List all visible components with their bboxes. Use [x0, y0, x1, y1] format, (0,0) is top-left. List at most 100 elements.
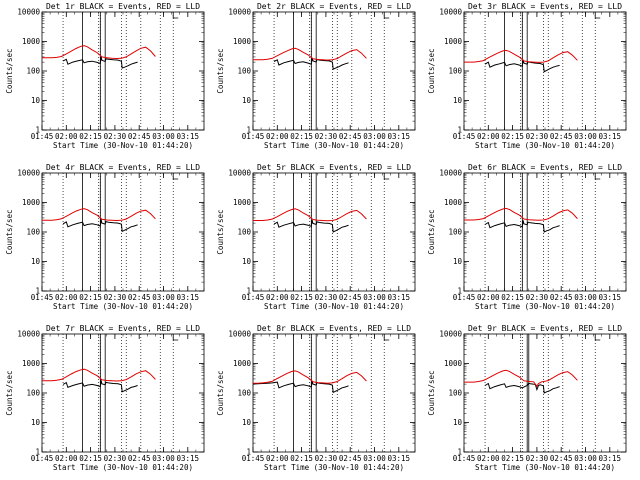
- x-tick-label: 01:45: [453, 132, 476, 141]
- x-tick-label: 01:45: [242, 132, 265, 141]
- y-tick-label: 1: [457, 448, 462, 457]
- x-tick-label: 02:00: [55, 132, 78, 141]
- y-tick-label: 100: [26, 228, 40, 237]
- x-tick-label: 03:15: [388, 454, 411, 463]
- y-axis-label: Counts/sec: [216, 370, 225, 415]
- y-tick-label: 1000: [233, 198, 252, 207]
- bracket-marker: [172, 334, 179, 341]
- y-tick-label: 10: [453, 96, 463, 105]
- panel-3: Det 3r BLACK = Events, RED = LLD 1 10 100 10…: [427, 2, 627, 150]
- y-axis-label: Counts/sec: [216, 48, 225, 93]
- y-tick-label: 10: [242, 418, 252, 427]
- y-axis-label: Counts/sec: [427, 48, 436, 93]
- x-tick-label: 02:15: [79, 454, 102, 463]
- x-tick-label: 02:15: [290, 132, 313, 141]
- series-line-lld: [42, 208, 156, 222]
- series-line-lld: [253, 47, 367, 61]
- y-tick-label: 100: [237, 389, 251, 398]
- series-line-lld: [464, 49, 578, 63]
- panel-title: Det 4r BLACK = Events, RED = LLD: [46, 163, 200, 172]
- x-tick-label: 02:30: [526, 293, 549, 302]
- y-tick-label: 1: [35, 287, 40, 296]
- x-axis-label: Start Time (30-Nov-10 01:44:20): [264, 141, 404, 150]
- x-tick-label: 02:15: [290, 293, 313, 302]
- x-tick-label: 02:15: [501, 132, 524, 141]
- panel-title: Det 2r BLACK = Events, RED = LLD: [257, 2, 411, 11]
- y-tick-label: 1: [457, 126, 462, 135]
- y-tick-label: 10: [242, 96, 252, 105]
- x-tick-label: 03:00: [574, 454, 597, 463]
- y-tick-label: 10: [453, 257, 463, 266]
- x-tick-label: 03:00: [152, 293, 175, 302]
- series-line-lld: [253, 208, 367, 222]
- x-tick-label: 03:15: [177, 132, 200, 141]
- y-tick-label: 10000: [17, 8, 40, 17]
- x-axis-label: Start Time (30-Nov-10 01:44:20): [264, 302, 404, 311]
- x-tick-label: 02:00: [266, 293, 289, 302]
- x-tick-label: 01:45: [31, 454, 54, 463]
- series-line-lld: [42, 45, 156, 60]
- x-tick-label: 02:30: [315, 454, 338, 463]
- panel-title: Det 9r BLACK = Events, RED = LLD: [468, 324, 622, 333]
- y-tick-label: 10: [31, 257, 41, 266]
- x-axis-label: Start Time (30-Nov-10 01:44:20): [475, 302, 615, 311]
- y-tick-label: 1000: [22, 198, 41, 207]
- y-tick-label: 1: [35, 448, 40, 457]
- series-line-lld: [42, 368, 156, 382]
- y-tick-label: 100: [26, 389, 40, 398]
- panel-2: Det 2r BLACK = Events, RED = LLD 1 10 100 10…: [216, 2, 416, 150]
- plot-frame: [41, 172, 205, 292]
- x-tick-label: 03:15: [177, 454, 200, 463]
- y-tick-label: 10000: [439, 330, 462, 339]
- plot-frame: [41, 333, 205, 453]
- panel-1: Det 1r BLACK = Events, RED = LLD 1 10 100 10…: [5, 2, 205, 150]
- panel-8: Det 8r BLACK = Events, RED = LLD 1 10 100 10…: [216, 324, 416, 472]
- x-axis-label: Start Time (30-Nov-10 01:44:20): [53, 141, 193, 150]
- x-axis-label: Start Time (30-Nov-10 01:44:20): [264, 463, 404, 472]
- x-tick-label: 02:45: [550, 132, 573, 141]
- y-tick-label: 1000: [233, 359, 252, 368]
- y-tick-label: 10000: [17, 330, 40, 339]
- series-line-events: [62, 219, 138, 233]
- x-tick-label: 03:00: [363, 454, 386, 463]
- panel-5: Det 5r BLACK = Events, RED = LLD 1 10 100 10…: [216, 163, 416, 311]
- bracket-marker: [383, 334, 390, 341]
- y-tick-label: 1000: [233, 37, 252, 46]
- series-line-events: [62, 380, 138, 393]
- y-tick-label: 10000: [17, 169, 40, 178]
- x-tick-label: 02:45: [550, 454, 573, 463]
- bracket-marker: [594, 173, 601, 180]
- y-tick-label: 10: [242, 257, 252, 266]
- x-tick-label: 03:15: [388, 293, 411, 302]
- x-tick-label: 03:00: [152, 454, 175, 463]
- y-tick-label: 100: [448, 389, 462, 398]
- bracket-marker: [594, 334, 601, 341]
- x-tick-label: 01:45: [242, 454, 265, 463]
- y-axis-label: Counts/sec: [427, 370, 436, 415]
- x-axis-label: Start Time (30-Nov-10 01:44:20): [53, 463, 193, 472]
- x-tick-label: 02:00: [266, 454, 289, 463]
- bracket-marker: [172, 12, 179, 19]
- x-axis-label: Start Time (30-Nov-10 01:44:20): [53, 302, 193, 311]
- x-tick-label: 02:30: [315, 293, 338, 302]
- x-tick-label: 01:45: [453, 454, 476, 463]
- y-tick-label: 10000: [439, 8, 462, 17]
- y-tick-label: 100: [237, 228, 251, 237]
- y-tick-label: 10000: [228, 169, 251, 178]
- y-tick-label: 1: [246, 287, 251, 296]
- x-tick-label: 03:15: [599, 293, 622, 302]
- x-tick-label: 02:00: [55, 293, 78, 302]
- series-line-events: [252, 380, 349, 394]
- plot-frame: [252, 333, 416, 453]
- x-tick-label: 03:00: [574, 132, 597, 141]
- x-tick-label: 02:15: [79, 293, 102, 302]
- panel-title: Det 8r BLACK = Events, RED = LLD: [257, 324, 411, 333]
- x-tick-label: 02:30: [104, 132, 127, 141]
- panel-title: Det 5r BLACK = Events, RED = LLD: [257, 163, 411, 172]
- y-tick-label: 10000: [228, 330, 251, 339]
- y-axis-label: Counts/sec: [427, 209, 436, 254]
- y-tick-label: 1000: [22, 37, 41, 46]
- x-tick-label: 03:15: [177, 293, 200, 302]
- x-tick-label: 03:00: [363, 293, 386, 302]
- x-tick-label: 02:00: [266, 132, 289, 141]
